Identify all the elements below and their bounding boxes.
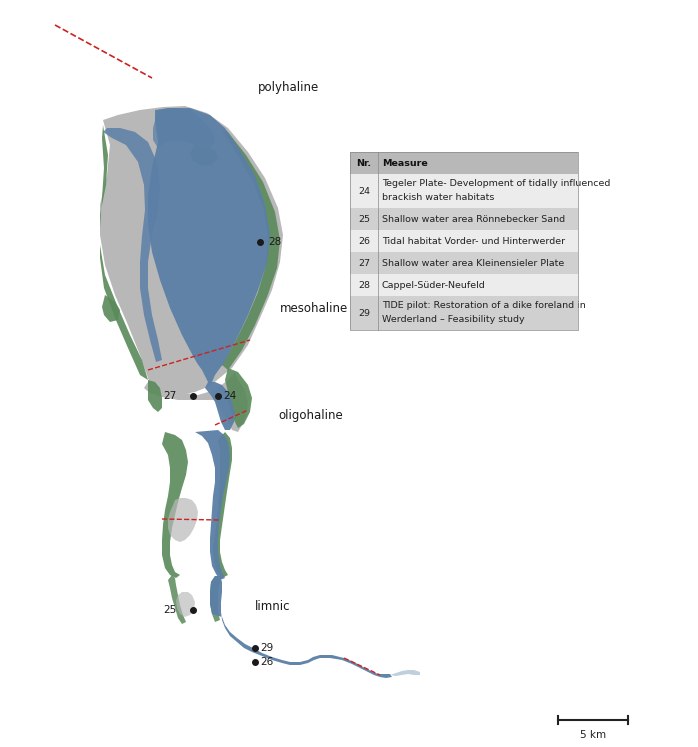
Text: 24: 24 <box>358 187 370 196</box>
Polygon shape <box>213 432 232 578</box>
Bar <box>350 174 578 208</box>
Text: Tegeler Plate- Development of tidally influenced: Tegeler Plate- Development of tidally in… <box>382 179 610 188</box>
Bar <box>350 274 578 296</box>
Polygon shape <box>176 592 195 617</box>
Text: 28: 28 <box>268 237 281 247</box>
Text: 26: 26 <box>260 657 273 667</box>
Polygon shape <box>148 108 270 382</box>
Polygon shape <box>103 128 162 362</box>
Text: polyhaline: polyhaline <box>258 81 319 95</box>
Text: TIDE pilot: Restoration of a dike foreland in: TIDE pilot: Restoration of a dike forela… <box>382 302 586 311</box>
Polygon shape <box>210 576 222 622</box>
Text: brackish water habitats: brackish water habitats <box>382 193 494 202</box>
Polygon shape <box>195 430 230 580</box>
Text: Nr.: Nr. <box>357 158 371 167</box>
Bar <box>350 252 578 274</box>
Polygon shape <box>222 130 280 370</box>
Text: 29: 29 <box>260 643 273 653</box>
Polygon shape <box>168 575 186 624</box>
Polygon shape <box>162 432 188 578</box>
Text: 27: 27 <box>164 391 177 401</box>
Polygon shape <box>210 576 392 678</box>
Text: 26: 26 <box>358 237 370 246</box>
Bar <box>350 296 578 330</box>
Text: Werderland – Feasibility study: Werderland – Feasibility study <box>382 315 525 324</box>
Polygon shape <box>168 498 198 542</box>
Text: Shallow water area Kleinensieler Plate: Shallow water area Kleinensieler Plate <box>382 258 564 267</box>
Polygon shape <box>144 372 248 432</box>
Bar <box>350 208 578 230</box>
Text: 29: 29 <box>358 309 370 317</box>
Text: 5 km: 5 km <box>580 730 606 740</box>
Text: Tidal habitat Vorder- und Hinterwerder: Tidal habitat Vorder- und Hinterwerder <box>382 237 565 246</box>
Text: mesohaline: mesohaline <box>280 302 348 314</box>
Polygon shape <box>205 382 235 430</box>
Text: 28: 28 <box>358 281 370 290</box>
Polygon shape <box>225 368 252 428</box>
Bar <box>350 152 578 174</box>
Polygon shape <box>100 106 283 395</box>
Polygon shape <box>148 380 162 412</box>
Polygon shape <box>153 108 215 150</box>
Text: Shallow water area Rönnebecker Sand: Shallow water area Rönnebecker Sand <box>382 214 565 223</box>
Text: 25: 25 <box>358 214 370 223</box>
Bar <box>350 230 578 252</box>
Text: Measure: Measure <box>382 158 428 167</box>
Text: 24: 24 <box>223 391 236 401</box>
Text: 27: 27 <box>358 258 370 267</box>
Polygon shape <box>390 670 420 676</box>
Polygon shape <box>102 295 120 322</box>
Polygon shape <box>190 145 218 166</box>
Text: limnic: limnic <box>255 600 290 613</box>
Text: Cappel-Süder-Neufeld: Cappel-Süder-Neufeld <box>382 281 486 290</box>
Bar <box>350 152 578 330</box>
Polygon shape <box>100 125 148 380</box>
Text: oligohaline: oligohaline <box>278 409 343 421</box>
Text: 25: 25 <box>164 605 177 615</box>
